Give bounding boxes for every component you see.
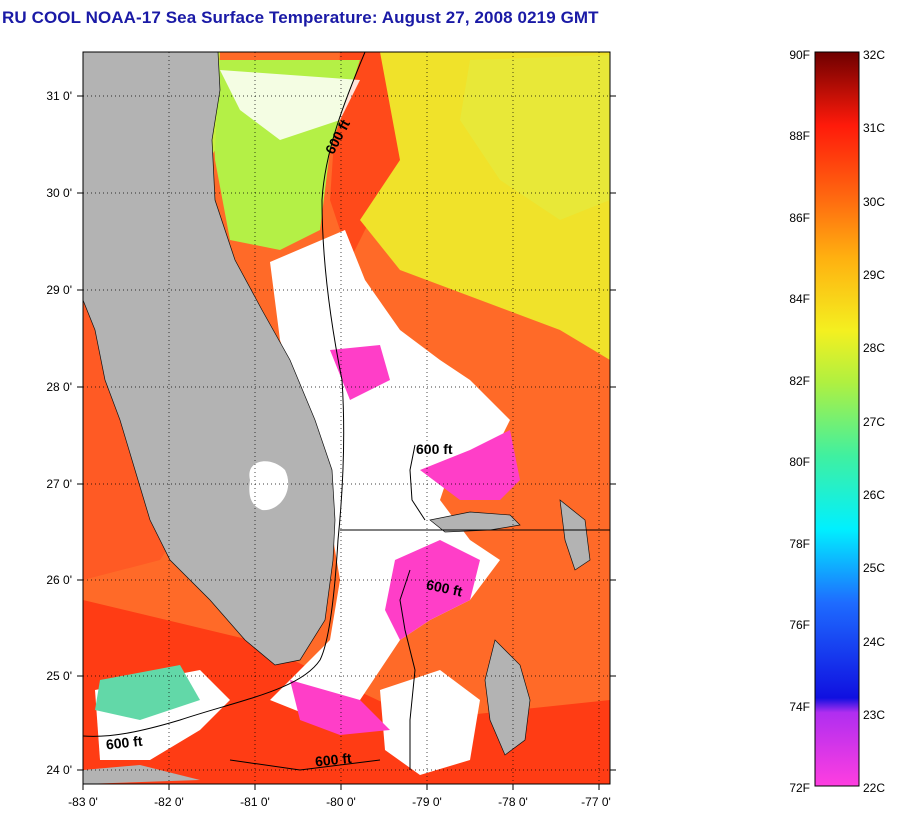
map-title: RU COOL NOAA-17 Sea Surface Temperature:…	[2, 8, 599, 27]
isobath-600ft-central	[399, 569, 416, 770]
cold-edge-central	[385, 540, 480, 640]
grand-bahama-island	[429, 511, 521, 533]
lat-label-30: 30 0'	[46, 186, 72, 200]
lat-ticks	[77, 95, 616, 771]
contour-label-southwest: 600 ft	[105, 733, 143, 753]
lon-label-79: -79 0'	[412, 795, 442, 809]
cb-f-86: 86F	[789, 211, 810, 225]
cloud-patches-north	[220, 70, 360, 140]
cb-c-31: 31C	[863, 121, 885, 135]
lon-label-77: -77 0'	[581, 795, 611, 809]
lat-label-31: 31 0'	[46, 89, 72, 103]
cb-f-74: 74F	[789, 700, 810, 714]
contour-label-south: 600 ft	[314, 750, 352, 770]
cold-edge-keys	[290, 680, 390, 735]
lon-ticks	[82, 784, 600, 790]
andros-island	[484, 639, 531, 756]
cb-c-29: 29C	[863, 268, 885, 282]
map-field: 600 ft 600 ft 600 ft 600 ft 600 ft	[83, 52, 610, 784]
map-frame	[82, 51, 611, 785]
cb-f-80: 80F	[789, 455, 810, 469]
cloud-mask-south	[380, 670, 480, 775]
cb-c-24: 24C	[863, 635, 885, 649]
abaco-island	[559, 499, 591, 571]
lon-label-80: -80 0'	[326, 795, 356, 809]
cb-f-88: 88F	[789, 129, 810, 143]
lake-okeechobee	[249, 461, 289, 511]
lat-label-26: 26 0'	[46, 573, 72, 587]
offshore-yellow-water	[460, 55, 610, 220]
cb-c-32: 32C	[863, 48, 885, 62]
cb-c-28: 28C	[863, 341, 885, 355]
lon-label-81: -81 0'	[240, 795, 270, 809]
contour-label-bahamas: 600 ft	[416, 441, 453, 457]
cb-c-26: 26C	[863, 488, 885, 502]
cb-f-84: 84F	[789, 292, 810, 306]
cb-c-27: 27C	[863, 415, 885, 429]
cold-edge-north	[330, 345, 390, 400]
cb-f-72: 72F	[789, 781, 810, 795]
lat-label-24: 24 0'	[46, 763, 72, 777]
cb-f-82: 82F	[789, 374, 810, 388]
lat-label-27: 27 0'	[46, 477, 72, 491]
cb-c-30: 30C	[863, 195, 885, 209]
isobath-600ft-west	[83, 52, 366, 737]
lon-label-78: -78 0'	[498, 795, 528, 809]
contour-label-central: 600 ft	[425, 576, 464, 599]
cb-c-23: 23C	[863, 708, 885, 722]
cuba-coast	[83, 765, 200, 784]
lon-label-83: -83 0'	[68, 795, 98, 809]
lat-label-25: 25 0'	[46, 669, 72, 683]
cb-c-25: 25C	[863, 561, 885, 575]
cb-f-76: 76F	[789, 618, 810, 632]
cool-water-southwest	[95, 665, 200, 720]
cb-f-78: 78F	[789, 537, 810, 551]
isobath-600ft-bahamas	[409, 444, 426, 521]
florida-landmass	[83, 52, 336, 666]
cb-c-22: 22C	[863, 781, 885, 795]
cb-f-90: 90F	[789, 48, 810, 62]
cold-edge-bahamas	[420, 430, 520, 500]
lat-label-29: 29 0'	[46, 283, 72, 297]
lon-label-82: -82 0'	[154, 795, 184, 809]
colorbar	[814, 51, 860, 787]
lat-label-28: 28 0'	[46, 380, 72, 394]
